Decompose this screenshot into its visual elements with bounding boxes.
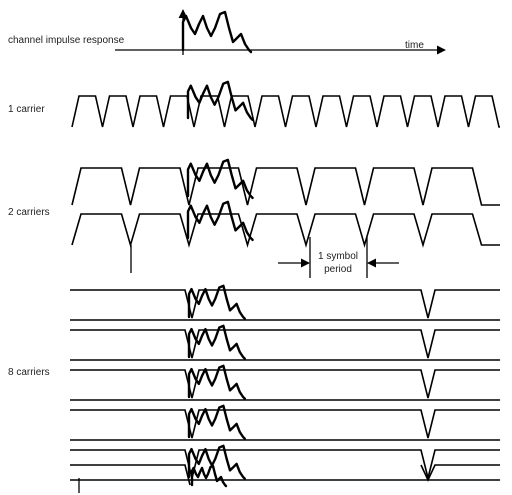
one-carrier-trapezoid-path — [71, 95, 500, 128]
eight-carriers-impulse-squiggle-4 — [187, 404, 246, 440]
symbol-period-label-line1: 1 symbol — [318, 251, 358, 262]
eight-carriers-symbol-band-4 — [70, 409, 500, 439]
two-carriers-impulse-squiggle-a — [186, 158, 254, 200]
eight-carriers-label: 8 carriers — [8, 367, 50, 378]
eight-carriers-symbol-band-5 — [70, 449, 500, 479]
two-carriers-label: 2 carriers — [8, 207, 50, 218]
channel-impulse-response-curve — [181, 10, 253, 54]
eight-carriers-impulse-squiggle-1 — [187, 284, 246, 320]
two-carriers-trapezoid-path-a — [71, 167, 500, 206]
two-carriers-impulse-squiggle-b — [186, 200, 254, 242]
one-carrier-impulse-squiggle — [186, 80, 254, 122]
eight-carriers-impulse-squiggle-5 — [187, 444, 246, 480]
impulse-response-squiggle — [181, 10, 253, 54]
eight-carriers-symbol-band-2 — [70, 329, 500, 359]
two-carriers-symbol-train-b — [71, 200, 500, 248]
time-axis-label: time — [405, 40, 424, 51]
two-carriers-trapezoid-path-b — [71, 213, 500, 248]
one-carrier-label: 1 carrier — [8, 104, 45, 115]
channel-impulse-response-label: channel impulse response — [8, 35, 125, 46]
eight-carriers-symbol-trains — [70, 284, 500, 488]
two-carriers-symbol-train-a — [71, 158, 500, 206]
eight-carriers-impulse-squiggle-partial — [190, 464, 228, 488]
symbol-period-label-line2: period — [324, 264, 352, 275]
eight-carriers-symbol-band-1 — [70, 289, 500, 319]
eight-carriers-symbol-band-partial — [70, 464, 500, 486]
eight-carriers-impulse-squiggle-2 — [187, 324, 246, 360]
one-carrier-symbol-train — [71, 80, 500, 128]
eight-carriers-symbol-band-3 — [70, 369, 500, 399]
eight-carriers-impulse-squiggle-3 — [187, 364, 246, 400]
